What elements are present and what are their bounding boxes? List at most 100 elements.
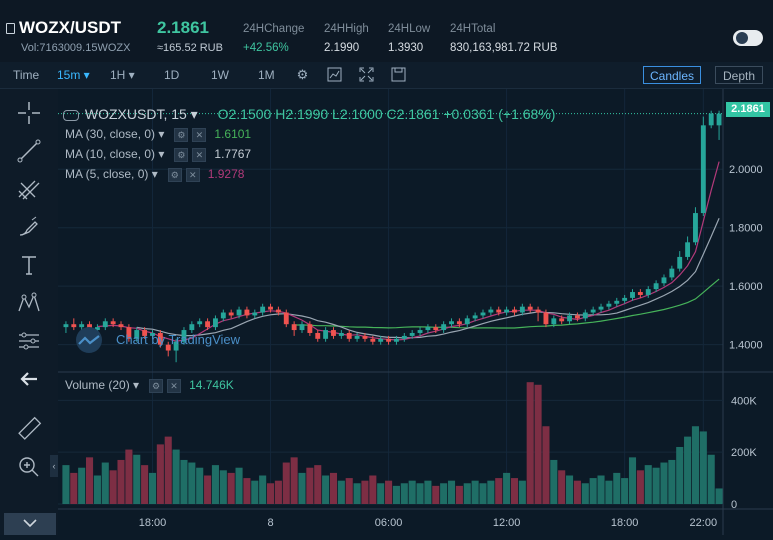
legend-ma5[interactable]: MA (5, close, 0) ▾ ⚙ ✕ 1.9278 xyxy=(65,167,245,182)
candle-body xyxy=(252,312,258,316)
save-icon[interactable] xyxy=(391,67,406,82)
last-price: 2.1861 xyxy=(157,18,209,37)
volume-bar xyxy=(660,462,668,504)
volume-bar xyxy=(361,480,369,504)
legend-ohlc: O2.1500 H2.1990 L2.1000 C2.1861 +0.0361 … xyxy=(217,106,556,122)
volume-bar xyxy=(125,449,133,504)
volume-bar xyxy=(408,480,416,504)
candle-body xyxy=(708,113,714,126)
trend-line-icon[interactable] xyxy=(15,137,43,165)
candle-body xyxy=(622,297,628,301)
candle-body xyxy=(205,321,211,328)
candle-body xyxy=(346,332,352,339)
current-price-badge: 2.1861 xyxy=(726,102,770,117)
candle-body xyxy=(228,312,234,316)
more-tools-button[interactable] xyxy=(4,513,56,535)
candle-body xyxy=(354,335,360,339)
interval-1w[interactable]: 1W xyxy=(211,68,229,82)
ma30-value: 1.6101 xyxy=(214,127,252,141)
gear-icon[interactable]: ⚙ xyxy=(174,147,189,162)
back-arrow-icon[interactable] xyxy=(15,365,43,393)
candle-body xyxy=(496,309,502,313)
candle-body xyxy=(677,256,683,269)
ruler-icon[interactable] xyxy=(15,415,43,443)
pair-name[interactable]: WOZX/USDT xyxy=(19,18,121,37)
volume-bar xyxy=(282,462,290,504)
brush-icon[interactable] xyxy=(15,213,43,241)
drawing-toolbar xyxy=(0,89,59,535)
close-icon[interactable]: ✕ xyxy=(185,167,200,182)
candle-body xyxy=(213,318,218,328)
interval-1m[interactable]: 1M xyxy=(258,68,275,82)
candle-body xyxy=(449,321,454,325)
candle-body xyxy=(142,330,148,336)
candle-body xyxy=(535,309,541,313)
candle-body xyxy=(685,242,691,257)
stat-value-total: 830,163,981.72 RUB xyxy=(450,42,558,54)
time-tick-label: 8 xyxy=(267,517,273,529)
zoom-in-icon[interactable] xyxy=(15,453,43,481)
volume-bar xyxy=(251,480,259,504)
market-header xyxy=(0,0,773,62)
volume-bar xyxy=(219,470,227,504)
volume-bar xyxy=(463,483,471,504)
gear-icon[interactable]: ⚙ xyxy=(167,167,182,182)
pitchfork-icon[interactable] xyxy=(15,175,43,203)
prediction-icon[interactable] xyxy=(15,327,43,355)
interval-1d[interactable]: 1D xyxy=(164,68,180,82)
time-tick-label: 18:00 xyxy=(139,517,167,529)
stat-label-total: 24HTotal xyxy=(450,23,496,35)
crosshair-icon[interactable] xyxy=(15,99,43,127)
volume-bar xyxy=(156,444,164,504)
candle-body xyxy=(653,283,659,290)
volume-bar xyxy=(70,472,78,504)
volume-bar xyxy=(621,478,629,504)
candle-body xyxy=(606,303,612,307)
depth-button[interactable]: Depth xyxy=(715,66,763,84)
fullscreen-icon[interactable] xyxy=(359,67,374,82)
legend-ma10[interactable]: MA (10, close, 0) ▾ ⚙ ✕ 1.7767 xyxy=(65,147,252,162)
candle-body xyxy=(614,300,620,304)
volume-bar xyxy=(636,470,644,504)
indicators-icon[interactable] xyxy=(327,67,342,82)
candle-body xyxy=(173,341,179,351)
volume-bar xyxy=(558,470,566,504)
stat-value-low: 1.3930 xyxy=(388,42,424,54)
candle-body xyxy=(165,344,171,351)
legend-eye-icon[interactable] xyxy=(63,109,79,121)
price-chart[interactable]: 1.4000 1.6000 1.8000 2.0000 18:00 8 06:00 12:00… xyxy=(58,89,773,535)
volume-bar xyxy=(101,462,109,504)
close-icon[interactable]: ✕ xyxy=(167,378,182,393)
volume-bar xyxy=(699,431,707,504)
legend-volume[interactable]: Volume (20) ▾ ⚙ ✕ 14.746K xyxy=(65,378,234,393)
volume-bar xyxy=(510,478,519,504)
candle-body xyxy=(323,330,329,339)
price-rub: ≈165.52 RUB xyxy=(157,42,223,54)
close-icon[interactable]: ✕ xyxy=(192,147,207,162)
gear-icon[interactable]: ⚙ xyxy=(174,127,189,142)
theme-toggle[interactable] xyxy=(733,30,763,46)
volume-bar xyxy=(109,470,117,504)
candle-body xyxy=(567,315,572,322)
candles-button[interactable]: Candles xyxy=(643,66,701,84)
time-tick-label: 22:00 xyxy=(690,517,718,529)
volume-bar xyxy=(259,475,267,504)
legend-ma30[interactable]: MA (30, close, 0) ▾ ⚙ ✕ 1.6101 xyxy=(65,127,252,142)
interval-15m[interactable]: 15m ▾ xyxy=(57,68,90,82)
settings-icon[interactable]: ⚙ xyxy=(296,67,309,82)
gear-icon[interactable]: ⚙ xyxy=(149,378,164,393)
candle-body xyxy=(645,289,651,295)
candle-body xyxy=(456,321,462,325)
pattern-icon[interactable] xyxy=(15,289,43,317)
volume-bar xyxy=(447,480,456,504)
volume-bar xyxy=(290,457,298,504)
close-icon[interactable]: ✕ xyxy=(192,127,207,142)
interval-1h[interactable]: 1H ▾ xyxy=(110,68,135,82)
text-tool-icon[interactable] xyxy=(15,251,43,279)
volume-bar xyxy=(628,457,637,504)
candle-body xyxy=(559,318,565,322)
volume-bar xyxy=(526,382,534,504)
legend-symbol[interactable]: WOZXUSDT, 15 xyxy=(84,106,187,122)
collapse-panel-button[interactable]: ‹ xyxy=(50,455,58,477)
volume-bar xyxy=(180,459,188,504)
